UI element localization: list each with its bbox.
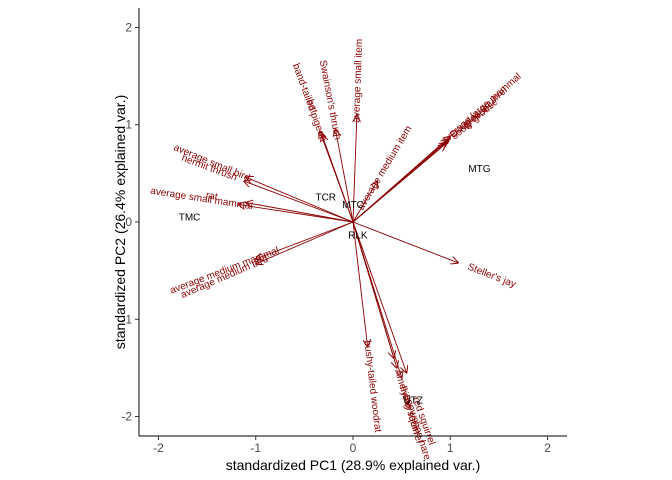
x-tick-label: -2 (153, 441, 164, 455)
loading-vector (322, 134, 354, 223)
loading-vector (244, 181, 354, 223)
x-tick-label: 2 (544, 441, 551, 455)
loading-vector (335, 130, 354, 223)
loading-vector (352, 115, 357, 223)
loading-vector (238, 204, 354, 223)
y-axis-title: standardized PC2 (26.4% explained var.) (112, 95, 128, 349)
loading-label: average large mammal (439, 71, 523, 147)
loading-label: average small mammal (150, 186, 254, 213)
observation-label: TCR (315, 192, 336, 203)
loading-vector (352, 221, 458, 263)
y-tick-label: -1 (121, 312, 132, 326)
loading-label: Steller's jay (466, 262, 517, 291)
y-tick-label: 2 (125, 20, 132, 34)
observation-label: RLK (348, 230, 368, 241)
loading-label: bushy-tailed woodrat (361, 340, 383, 433)
loading-label: rat (205, 190, 219, 203)
y-tick-label: 1 (125, 118, 132, 132)
loading-label: average medium item (356, 124, 415, 212)
y-tick-label: 0 (125, 215, 132, 229)
observation-label: UTZ (404, 396, 423, 407)
x-tick-label: -1 (250, 441, 261, 455)
y-tick-label: -2 (121, 410, 132, 424)
loading-vector (352, 221, 368, 347)
loading-vector (352, 221, 407, 373)
loading-label: bat (304, 98, 319, 115)
loading-vector (352, 136, 450, 223)
loading-vector (246, 177, 354, 223)
observation-label: MTG (468, 164, 490, 175)
x-axis-title: standardized PC1 (28.9% explained var.) (226, 457, 480, 473)
loading-vector (352, 181, 377, 223)
loading-vector (352, 221, 402, 378)
observation-label: MTC (342, 200, 364, 211)
loading-vectors (238, 115, 458, 378)
loading-label: average small item (351, 39, 365, 123)
x-tick-label: 0 (350, 441, 357, 455)
loading-vector (256, 221, 354, 259)
observation-labels: TCR MTC TMC RLK MTG UTZ (179, 164, 491, 407)
loading-vector (256, 221, 354, 264)
x-axis-ticks: -2 -1 0 1 2 (153, 436, 551, 455)
observation-label: TMC (179, 213, 201, 224)
x-tick-label: 1 (447, 441, 454, 455)
loading-vector (246, 203, 354, 223)
y-axis-ticks: -2 -1 0 1 2 (121, 20, 139, 424)
